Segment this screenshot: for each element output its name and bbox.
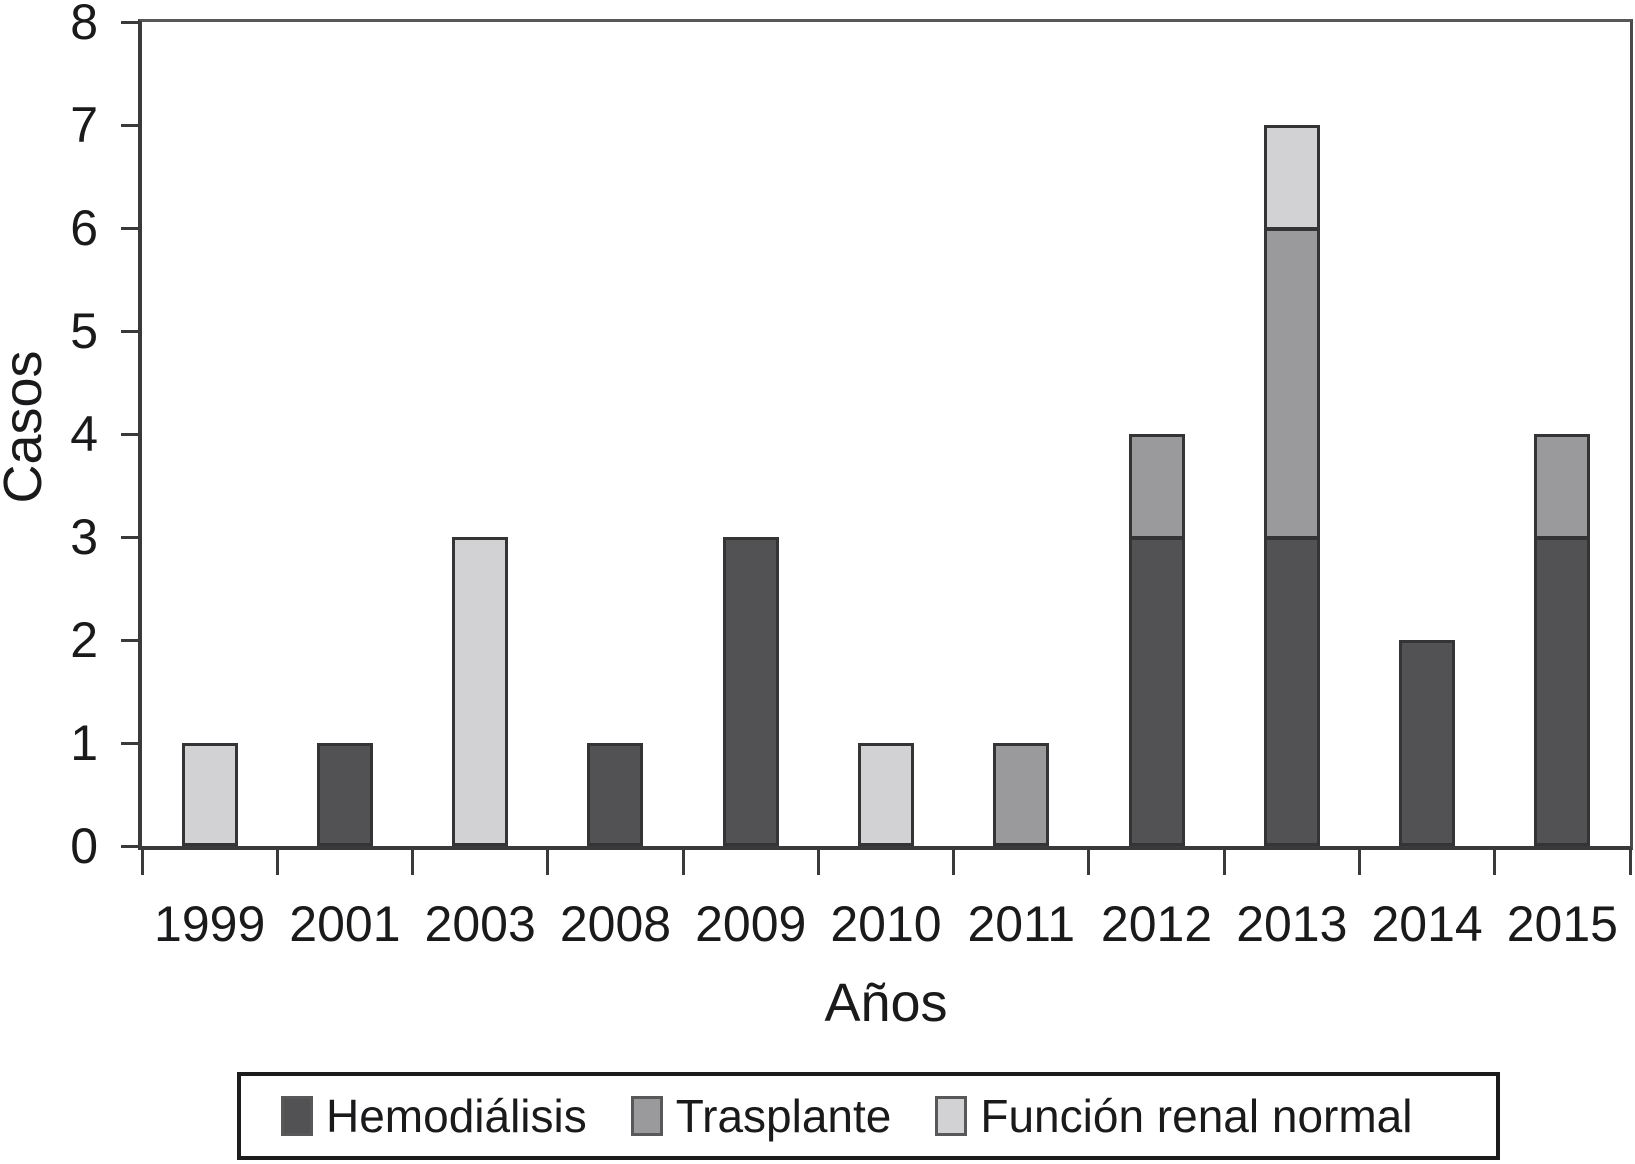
x-tick-label-2001: 2001	[289, 896, 401, 952]
y-tick-label: 2	[70, 612, 98, 668]
y-axis-tick	[121, 432, 138, 436]
bar-segment-funci-n-renal-normal-1999	[181, 743, 238, 846]
x-tick-label-2012: 2012	[1100, 896, 1213, 952]
y-tick-label: 4	[70, 406, 98, 462]
bar-segment-hemodi-lisis-2001	[316, 743, 373, 846]
plot-area	[121, 19, 1633, 875]
x-axis-tick	[1087, 850, 1091, 875]
legend-label: Hemodiálisis	[326, 1090, 587, 1142]
legend-swatch	[630, 1096, 663, 1136]
x-tick-label-1999: 1999	[154, 896, 266, 952]
x-axis-title: Años	[824, 973, 948, 1033]
bar-segment-hemodi-lisis-2015	[1534, 537, 1591, 846]
bar-segment-trasplante-2012	[1128, 434, 1185, 539]
y-tick-label: 1	[70, 715, 98, 771]
x-axis-tick	[411, 850, 415, 875]
y-tick-label: 7	[70, 97, 98, 153]
legend-item-trasplante: Trasplante	[630, 1090, 892, 1142]
x-axis-tick	[546, 850, 550, 875]
x-tick-label-2010: 2010	[830, 896, 942, 952]
y-axis-tick	[121, 844, 138, 848]
x-tick-label-2003: 2003	[424, 896, 536, 952]
x-axis-tick	[1357, 850, 1361, 875]
legend-label: Trasplante	[675, 1090, 892, 1142]
bar-segment-trasplante-2011	[993, 743, 1050, 846]
x-axis-tick	[140, 850, 144, 875]
bar-segment-funci-n-renal-normal-2010	[858, 743, 914, 846]
x-tick-label-2009: 2009	[695, 896, 807, 952]
y-tick-label: 3	[70, 509, 98, 565]
bar-segment-hemodi-lisis-2013	[1263, 537, 1320, 846]
y-axis-tick	[121, 535, 138, 539]
y-axis-tick	[121, 20, 138, 24]
x-axis-tick	[1493, 850, 1497, 875]
y-axis-tick	[121, 638, 138, 642]
x-axis-tick	[1222, 850, 1226, 875]
bar-segment-trasplante-2015	[1534, 434, 1591, 539]
x-tick-label-2015: 2015	[1506, 896, 1618, 952]
x-tick-label-2013: 2013	[1236, 896, 1348, 952]
x-axis-tick	[681, 850, 685, 875]
bar-segment-funci-n-renal-normal-2013	[1263, 125, 1320, 230]
bar-segment-funci-n-renal-normal-2003	[452, 537, 509, 846]
legend: Hemodiálisis Trasplante Función renal norm…	[237, 1072, 1500, 1160]
x-tick-label-2008: 2008	[559, 896, 672, 952]
y-axis-tick	[121, 226, 138, 230]
x-axis-tick	[275, 850, 279, 875]
legend-item-hemodi-lisis: Hemodiálisis	[281, 1093, 587, 1139]
bar-segment-trasplante-2013	[1263, 228, 1320, 539]
x-axis-tick	[816, 850, 820, 875]
legend-swatch	[935, 1096, 968, 1136]
legend-item-funci-n-renal-normal: Función renal normal	[935, 1093, 1412, 1139]
bar-segment-hemodi-lisis-2014	[1399, 640, 1456, 846]
bar-segment-hemodi-lisis-2008	[587, 743, 644, 846]
y-tick-label: 5	[70, 303, 98, 359]
y-tick-label: 8	[70, 0, 98, 50]
bar-segment-hemodi-lisis-2012	[1128, 537, 1185, 846]
y-tick-label: 0	[70, 818, 98, 874]
y-axis-tick	[121, 741, 138, 745]
y-axis-tick	[121, 123, 138, 127]
x-tick-label-2014: 2014	[1371, 896, 1483, 952]
y-tick-label: 6	[70, 200, 98, 256]
x-axis-tick	[1628, 850, 1632, 875]
legend-label: Función renal normal	[980, 1090, 1413, 1142]
bar-segment-hemodi-lisis-2009	[722, 537, 779, 846]
y-axis-tick	[121, 329, 138, 333]
legend-swatch	[281, 1096, 313, 1136]
x-tick-label-2011: 2011	[967, 896, 1076, 952]
x-axis-tick	[952, 850, 956, 875]
